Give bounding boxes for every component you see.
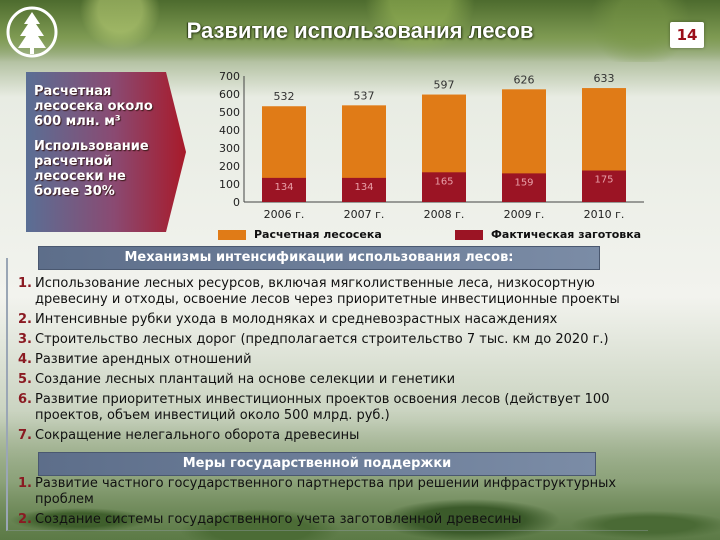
legend-label-2: Фактическая заготовка (491, 228, 642, 241)
support-list: 1. Развитие частного государственного пар… (18, 476, 648, 532)
bar-actual (422, 172, 466, 202)
mechanism-item-2: 2. Интенсивные рубки ухода в молодняках и… (18, 312, 648, 328)
list-number: 3. (18, 332, 32, 347)
list-number: 4. (18, 352, 32, 367)
list-text: Создание системы государственного учета … (35, 512, 522, 527)
callout-arrow (26, 72, 186, 232)
y-tick-label: 700 (219, 70, 240, 83)
mechanism-item-6: 6. Развитие приоритетных инвестиционных п… (18, 392, 648, 424)
page-number-badge: 14 (670, 22, 704, 48)
bar-actual (582, 170, 626, 202)
list-number: 1. (18, 476, 32, 491)
list-text: Развитие частного государственного партн… (35, 476, 617, 507)
bar-chart: 700 600 500 400 300 200 100 0 532 134 2006 г. 537 13… (219, 70, 644, 221)
data-label-actual: 175 (594, 175, 613, 186)
page-title: Развитие использования лесов (186, 18, 534, 43)
legend-swatch-2 (455, 230, 483, 240)
x-tick-label: 2007 г. (344, 208, 385, 221)
list-number: 2. (18, 312, 32, 327)
y-tick-label: 400 (219, 124, 240, 137)
y-tick-label: 600 (219, 88, 240, 101)
data-label-planned: 597 (434, 79, 455, 92)
mechanisms-list: 1. Использование лесных ресурсов, включая… (18, 276, 648, 448)
support-item-2: 2. Создание системы государственного учет… (18, 512, 648, 528)
legend-swatch-1 (218, 230, 246, 240)
y-tick-label: 100 (219, 178, 240, 191)
callout-line-2: Использование расчетной лесосеки не боле… (34, 139, 149, 199)
mechanism-item-5: 5. Создание лесных плантаций на основе се… (18, 372, 648, 388)
y-tick-label: 300 (219, 142, 240, 155)
legend-item-1: Расчетная лесосека (218, 228, 382, 241)
header-background (0, 0, 720, 62)
data-label-actual: 159 (514, 177, 533, 188)
legend-item-2: Фактическая заготовка (455, 228, 641, 241)
list-number: 5. (18, 372, 32, 387)
callout-line-1: Расчетная лесосека около 600 млн. м³ (34, 84, 153, 129)
y-tick-label: 200 (219, 160, 240, 173)
bar-actual (342, 177, 386, 202)
support-item-1: 1. Развитие частного государственного пар… (18, 476, 648, 508)
data-label-planned: 537 (354, 89, 375, 102)
list-number: 1. (18, 276, 32, 291)
y-tick-label: 500 (219, 106, 240, 119)
callout-text: Расчетная лесосека около 600 млн. м³ Исп… (34, 84, 174, 209)
list-text: Использование лесных ресурсов, включая м… (35, 276, 620, 307)
content-panel (6, 258, 648, 531)
data-label-planned: 633 (594, 72, 615, 85)
mechanism-item-3: 3. Строительство лесных дорог (предполага… (18, 332, 648, 348)
data-label-planned: 532 (274, 90, 295, 103)
list-number: 7. (18, 428, 32, 443)
tree-logo-icon (6, 6, 58, 58)
data-label-actual: 134 (354, 182, 373, 193)
list-number: 2. (18, 512, 32, 527)
list-text: Сокращение нелегального оборота древесин… (35, 428, 360, 443)
list-text: Развитие приоритетных инвестиционных про… (35, 392, 610, 423)
x-tick-label: 2010 г. (584, 208, 625, 221)
mechanisms-heading: Механизмы интенсификации использования л… (38, 246, 600, 270)
list-text: Интенсивные рубки ухода в молодняках и с… (35, 312, 558, 327)
list-text: Развитие арендных отношений (35, 352, 252, 367)
bar-actual (262, 177, 306, 202)
data-label-actual: 165 (434, 176, 453, 187)
list-number: 6. (18, 392, 32, 407)
mechanism-item-4: 4. Развитие арендных отношений (18, 352, 648, 368)
legend-label-1: Расчетная лесосека (254, 228, 382, 241)
mechanism-item-7: 7. Сокращение нелегального оборота древес… (18, 428, 648, 444)
x-tick-label: 2008 г. (424, 208, 465, 221)
x-tick-label: 2009 г. (504, 208, 545, 221)
data-label-planned: 626 (514, 73, 535, 86)
y-tick-label: 0 (233, 196, 240, 209)
list-text: Строительство лесных дорог (предполагает… (35, 332, 609, 347)
support-heading: Меры государственной поддержки (38, 452, 596, 476)
data-label-actual: 134 (274, 182, 293, 193)
x-tick-label: 2006 г. (264, 208, 305, 221)
list-text: Создание лесных плантаций на основе селе… (35, 372, 456, 387)
bar-actual (502, 173, 546, 202)
mechanism-item-1: 1. Использование лесных ресурсов, включая… (18, 276, 648, 308)
